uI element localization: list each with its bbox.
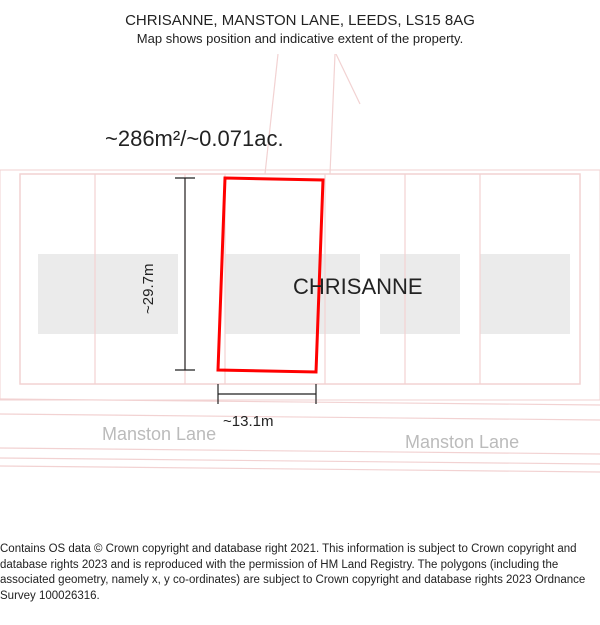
page-subtitle: Map shows position and indicative extent… [0,31,600,46]
property-map: ~286m²/~0.071ac. CHRISANNE Manston Lane … [0,54,600,534]
height-dimension-label: ~29.7m [140,264,157,314]
copyright-footer: Contains OS data © Crown copyright and d… [0,534,600,612]
street-label-left: Manston Lane [102,424,216,445]
header: CHRISANNE, MANSTON LANE, LEEDS, LS15 8AG… [0,0,600,54]
width-dimension-label: ~13.1m [223,413,273,430]
street-label-right: Manston Lane [405,432,519,453]
property-name-label: CHRISANNE [293,274,423,300]
area-measurement-label: ~286m²/~0.071ac. [105,126,284,152]
page-title: CHRISANNE, MANSTON LANE, LEEDS, LS15 8AG [0,12,600,29]
